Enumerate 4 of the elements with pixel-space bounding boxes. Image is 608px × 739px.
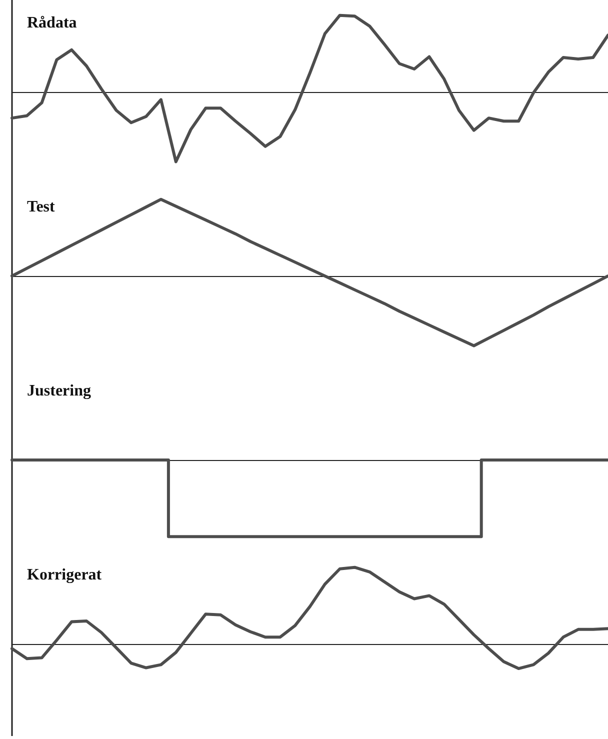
chart-title: Korrigerat bbox=[27, 566, 102, 584]
chart-title: Test bbox=[27, 198, 56, 216]
chart-title: Rådata bbox=[27, 14, 77, 32]
chart-title: Justering bbox=[27, 382, 91, 400]
